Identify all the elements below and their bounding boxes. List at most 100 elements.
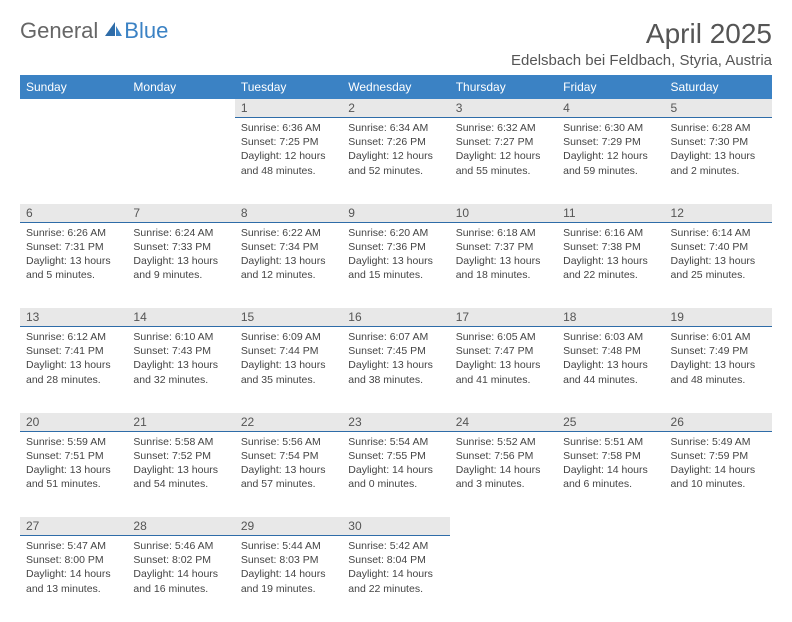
day-cell: Sunrise: 6:34 AMSunset: 7:26 PMDaylight:… bbox=[342, 118, 449, 204]
daylight-text: Daylight: 13 hours and 51 minutes. bbox=[26, 463, 121, 491]
day-number-row: 13141516171819 bbox=[20, 308, 772, 327]
location: Edelsbach bei Feldbach, Styria, Austria bbox=[511, 52, 772, 69]
weekday-header: Friday bbox=[557, 75, 664, 99]
sunset-text: Sunset: 7:40 PM bbox=[671, 240, 766, 254]
daylight-text: Daylight: 12 hours and 55 minutes. bbox=[456, 149, 551, 177]
day-number: 20 bbox=[20, 413, 127, 432]
daylight-text: Daylight: 14 hours and 19 minutes. bbox=[241, 567, 336, 595]
sunset-text: Sunset: 7:54 PM bbox=[241, 449, 336, 463]
sunrise-text: Sunrise: 6:18 AM bbox=[456, 226, 551, 240]
daylight-text: Daylight: 13 hours and 15 minutes. bbox=[348, 254, 443, 282]
sunrise-text: Sunrise: 6:28 AM bbox=[671, 121, 766, 135]
day-cell: Sunrise: 5:51 AMSunset: 7:58 PMDaylight:… bbox=[557, 431, 664, 517]
daylight-text: Daylight: 13 hours and 9 minutes. bbox=[133, 254, 228, 282]
sunrise-text: Sunrise: 6:16 AM bbox=[563, 226, 658, 240]
sunrise-text: Sunrise: 6:10 AM bbox=[133, 330, 228, 344]
day-cell: Sunrise: 5:42 AMSunset: 8:04 PMDaylight:… bbox=[342, 536, 449, 622]
sunset-text: Sunset: 8:03 PM bbox=[241, 553, 336, 567]
sunset-text: Sunset: 7:29 PM bbox=[563, 135, 658, 149]
sunrise-text: Sunrise: 5:56 AM bbox=[241, 435, 336, 449]
day-number: 18 bbox=[557, 308, 664, 327]
sunset-text: Sunset: 7:26 PM bbox=[348, 135, 443, 149]
day-cell: Sunrise: 6:24 AMSunset: 7:33 PMDaylight:… bbox=[127, 222, 234, 308]
weekday-header: Sunday bbox=[20, 75, 127, 99]
sunrise-text: Sunrise: 6:05 AM bbox=[456, 330, 551, 344]
day-cell: Sunrise: 5:58 AMSunset: 7:52 PMDaylight:… bbox=[127, 431, 234, 517]
day-content-row: Sunrise: 5:59 AMSunset: 7:51 PMDaylight:… bbox=[20, 431, 772, 517]
sunset-text: Sunset: 7:30 PM bbox=[671, 135, 766, 149]
day-cell: Sunrise: 6:12 AMSunset: 7:41 PMDaylight:… bbox=[20, 327, 127, 413]
daylight-text: Daylight: 13 hours and 32 minutes. bbox=[133, 358, 228, 386]
sunset-text: Sunset: 7:31 PM bbox=[26, 240, 121, 254]
day-content-row: Sunrise: 6:36 AMSunset: 7:25 PMDaylight:… bbox=[20, 118, 772, 204]
day-cell: Sunrise: 6:20 AMSunset: 7:36 PMDaylight:… bbox=[342, 222, 449, 308]
sunrise-text: Sunrise: 6:36 AM bbox=[241, 121, 336, 135]
sunrise-text: Sunrise: 6:34 AM bbox=[348, 121, 443, 135]
sunset-text: Sunset: 7:37 PM bbox=[456, 240, 551, 254]
day-number: 17 bbox=[450, 308, 557, 327]
day-number: 15 bbox=[235, 308, 342, 327]
weekday-header: Tuesday bbox=[235, 75, 342, 99]
daylight-text: Daylight: 13 hours and 35 minutes. bbox=[241, 358, 336, 386]
sunrise-text: Sunrise: 5:54 AM bbox=[348, 435, 443, 449]
sunrise-text: Sunrise: 6:07 AM bbox=[348, 330, 443, 344]
day-cell: Sunrise: 6:03 AMSunset: 7:48 PMDaylight:… bbox=[557, 327, 664, 413]
day-cell: Sunrise: 6:05 AMSunset: 7:47 PMDaylight:… bbox=[450, 327, 557, 413]
month-title: April 2025 bbox=[511, 18, 772, 50]
day-cell: Sunrise: 6:09 AMSunset: 7:44 PMDaylight:… bbox=[235, 327, 342, 413]
day-number: 9 bbox=[342, 204, 449, 223]
daylight-text: Daylight: 14 hours and 0 minutes. bbox=[348, 463, 443, 491]
day-number: 2 bbox=[342, 99, 449, 118]
daylight-text: Daylight: 14 hours and 16 minutes. bbox=[133, 567, 228, 595]
sunrise-text: Sunrise: 6:14 AM bbox=[671, 226, 766, 240]
weekday-header: Wednesday bbox=[342, 75, 449, 99]
daylight-text: Daylight: 14 hours and 22 minutes. bbox=[348, 567, 443, 595]
daylight-text: Daylight: 12 hours and 48 minutes. bbox=[241, 149, 336, 177]
sunset-text: Sunset: 7:48 PM bbox=[563, 344, 658, 358]
sunrise-text: Sunrise: 5:58 AM bbox=[133, 435, 228, 449]
daylight-text: Daylight: 12 hours and 59 minutes. bbox=[563, 149, 658, 177]
sunrise-text: Sunrise: 5:42 AM bbox=[348, 539, 443, 553]
daylight-text: Daylight: 13 hours and 41 minutes. bbox=[456, 358, 551, 386]
empty-cell bbox=[20, 99, 127, 118]
day-number-row: 6789101112 bbox=[20, 204, 772, 223]
sunset-text: Sunset: 7:34 PM bbox=[241, 240, 336, 254]
weekday-header: Monday bbox=[127, 75, 234, 99]
sail-icon bbox=[103, 18, 123, 44]
day-cell: Sunrise: 6:28 AMSunset: 7:30 PMDaylight:… bbox=[665, 118, 772, 204]
weekday-header: Saturday bbox=[665, 75, 772, 99]
day-cell: Sunrise: 6:18 AMSunset: 7:37 PMDaylight:… bbox=[450, 222, 557, 308]
sunset-text: Sunset: 7:33 PM bbox=[133, 240, 228, 254]
day-cell: Sunrise: 5:56 AMSunset: 7:54 PMDaylight:… bbox=[235, 431, 342, 517]
daylight-text: Daylight: 13 hours and 44 minutes. bbox=[563, 358, 658, 386]
title-block: April 2025 Edelsbach bei Feldbach, Styri… bbox=[511, 18, 772, 69]
day-number: 8 bbox=[235, 204, 342, 223]
day-cell: Sunrise: 6:14 AMSunset: 7:40 PMDaylight:… bbox=[665, 222, 772, 308]
sunrise-text: Sunrise: 6:26 AM bbox=[26, 226, 121, 240]
day-number: 1 bbox=[235, 99, 342, 118]
day-number-row: 27282930 bbox=[20, 517, 772, 536]
sunset-text: Sunset: 7:56 PM bbox=[456, 449, 551, 463]
day-number: 5 bbox=[665, 99, 772, 118]
empty-cell bbox=[665, 517, 772, 536]
sunset-text: Sunset: 7:36 PM bbox=[348, 240, 443, 254]
day-cell: Sunrise: 6:22 AMSunset: 7:34 PMDaylight:… bbox=[235, 222, 342, 308]
day-number: 25 bbox=[557, 413, 664, 432]
daylight-text: Daylight: 13 hours and 2 minutes. bbox=[671, 149, 766, 177]
sunset-text: Sunset: 7:59 PM bbox=[671, 449, 766, 463]
daylight-text: Daylight: 13 hours and 28 minutes. bbox=[26, 358, 121, 386]
daylight-text: Daylight: 13 hours and 38 minutes. bbox=[348, 358, 443, 386]
day-cell: Sunrise: 6:16 AMSunset: 7:38 PMDaylight:… bbox=[557, 222, 664, 308]
day-cell: Sunrise: 5:46 AMSunset: 8:02 PMDaylight:… bbox=[127, 536, 234, 622]
day-cell: Sunrise: 6:26 AMSunset: 7:31 PMDaylight:… bbox=[20, 222, 127, 308]
empty-cell bbox=[450, 517, 557, 536]
sunrise-text: Sunrise: 5:44 AM bbox=[241, 539, 336, 553]
day-cell: Sunrise: 5:54 AMSunset: 7:55 PMDaylight:… bbox=[342, 431, 449, 517]
day-number: 22 bbox=[235, 413, 342, 432]
day-cell: Sunrise: 6:07 AMSunset: 7:45 PMDaylight:… bbox=[342, 327, 449, 413]
day-number: 11 bbox=[557, 204, 664, 223]
daylight-text: Daylight: 14 hours and 3 minutes. bbox=[456, 463, 551, 491]
weekday-header-row: Sunday Monday Tuesday Wednesday Thursday… bbox=[20, 75, 772, 99]
day-number: 16 bbox=[342, 308, 449, 327]
day-number: 6 bbox=[20, 204, 127, 223]
